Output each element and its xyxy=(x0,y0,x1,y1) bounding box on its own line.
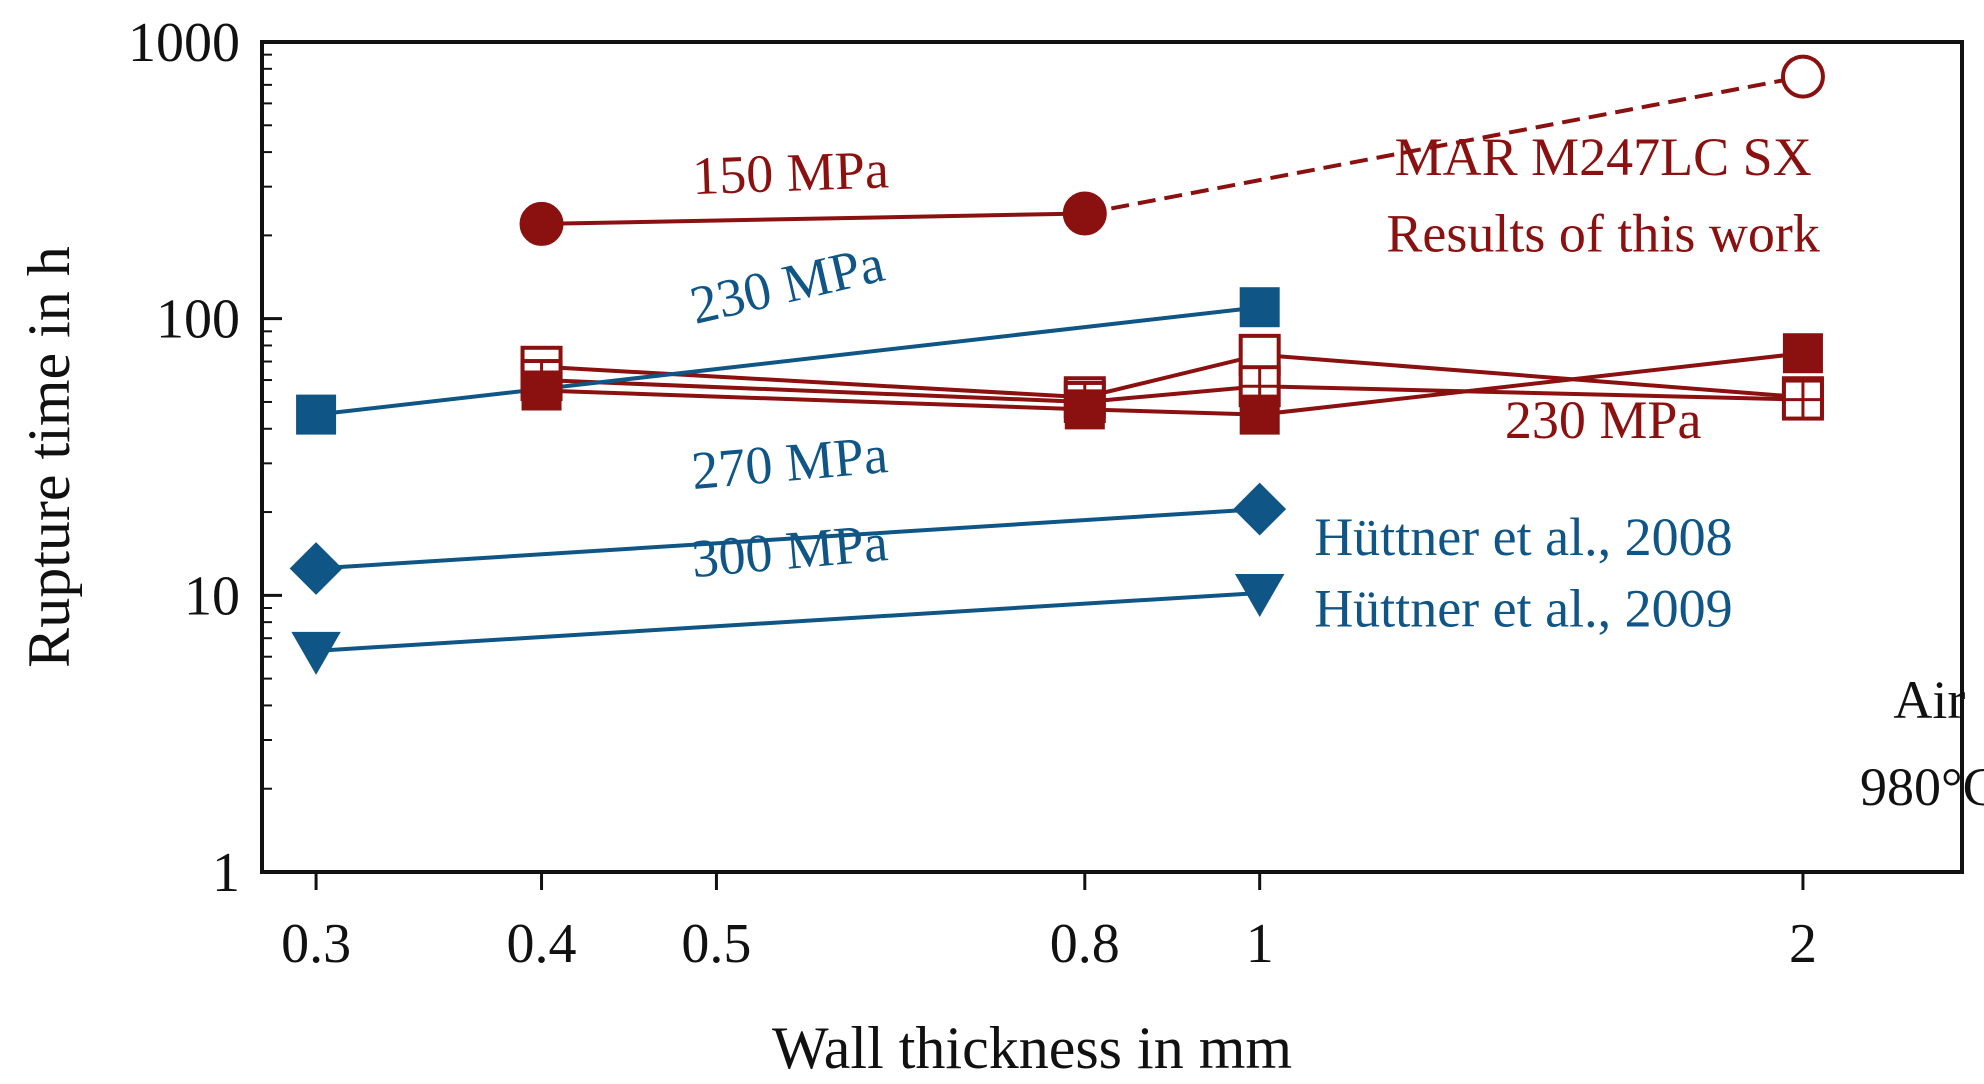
y-tick-label: 100 xyxy=(156,289,240,351)
annotation-7: Hüttner et al., 2008 xyxy=(1314,507,1732,567)
y-tick-label: 10 xyxy=(184,565,240,627)
annotation-0: 150 MPa xyxy=(691,139,890,206)
plot-frame xyxy=(260,40,1964,874)
series-line-1 xyxy=(1084,74,1804,216)
annotation-1: 230 MPa xyxy=(685,233,890,336)
annotation-10: 980°C xyxy=(1860,757,1984,817)
series-line-5 xyxy=(315,305,1260,417)
series-line-0 xyxy=(541,211,1085,226)
series-line-4 xyxy=(541,378,1803,404)
y-tick-label: 1 xyxy=(212,842,240,904)
marker-circle xyxy=(519,201,564,246)
annotation-4: 300 MPa xyxy=(689,512,890,589)
x-tick-label: 2 xyxy=(1789,913,1817,975)
annotation-2: 230 MPa xyxy=(1505,390,1702,450)
y-tick-label: 1000 xyxy=(128,12,240,74)
marker-triangle xyxy=(1234,573,1285,617)
marker-circle xyxy=(1062,191,1107,236)
marker-square xyxy=(521,370,562,411)
marker-square xyxy=(1064,389,1105,430)
x-tick-label: 0.5 xyxy=(681,913,751,975)
series-line-3 xyxy=(541,352,1804,400)
annotation-6: Results of this work xyxy=(1386,203,1820,263)
x-tick-label: 1 xyxy=(1246,913,1274,975)
marker-diamond xyxy=(1233,482,1287,536)
series-line-7 xyxy=(315,590,1260,653)
marker-square xyxy=(1239,394,1280,435)
series-line-6 xyxy=(315,507,1260,571)
x-axis-title: Wall thickness in mm xyxy=(772,1015,1292,1081)
marker-square xyxy=(296,394,337,435)
marker-square xyxy=(1782,333,1823,374)
annotation-5: MAR M247LC SX xyxy=(1395,127,1812,187)
marker-circle xyxy=(1780,54,1825,99)
marker-triangle xyxy=(291,631,341,675)
annotation-8: Hüttner et al., 2009 xyxy=(1314,579,1732,639)
series-markers xyxy=(289,54,1825,675)
x-tick-label: 0.4 xyxy=(507,913,577,975)
marker-diamond xyxy=(289,542,343,595)
plot-border xyxy=(260,40,1964,874)
annotation-3: 270 MPa xyxy=(689,424,890,501)
axis-ticks: 1 10 100 1000 0.3 0.4 0.5 0.8 1 2 xyxy=(128,12,1817,975)
x-tick-label: 0.8 xyxy=(1050,913,1120,975)
series-lines xyxy=(315,74,1804,653)
chart-text: Wall thickness in mm Rupture time in h 150… xyxy=(16,127,1984,1081)
series-line-2 xyxy=(541,351,1804,417)
y-axis-title: Rupture time in h xyxy=(16,246,82,668)
annotation-9: Air xyxy=(1893,670,1965,730)
marker-square xyxy=(1239,287,1280,328)
x-tick-label: 0.3 xyxy=(281,913,351,975)
